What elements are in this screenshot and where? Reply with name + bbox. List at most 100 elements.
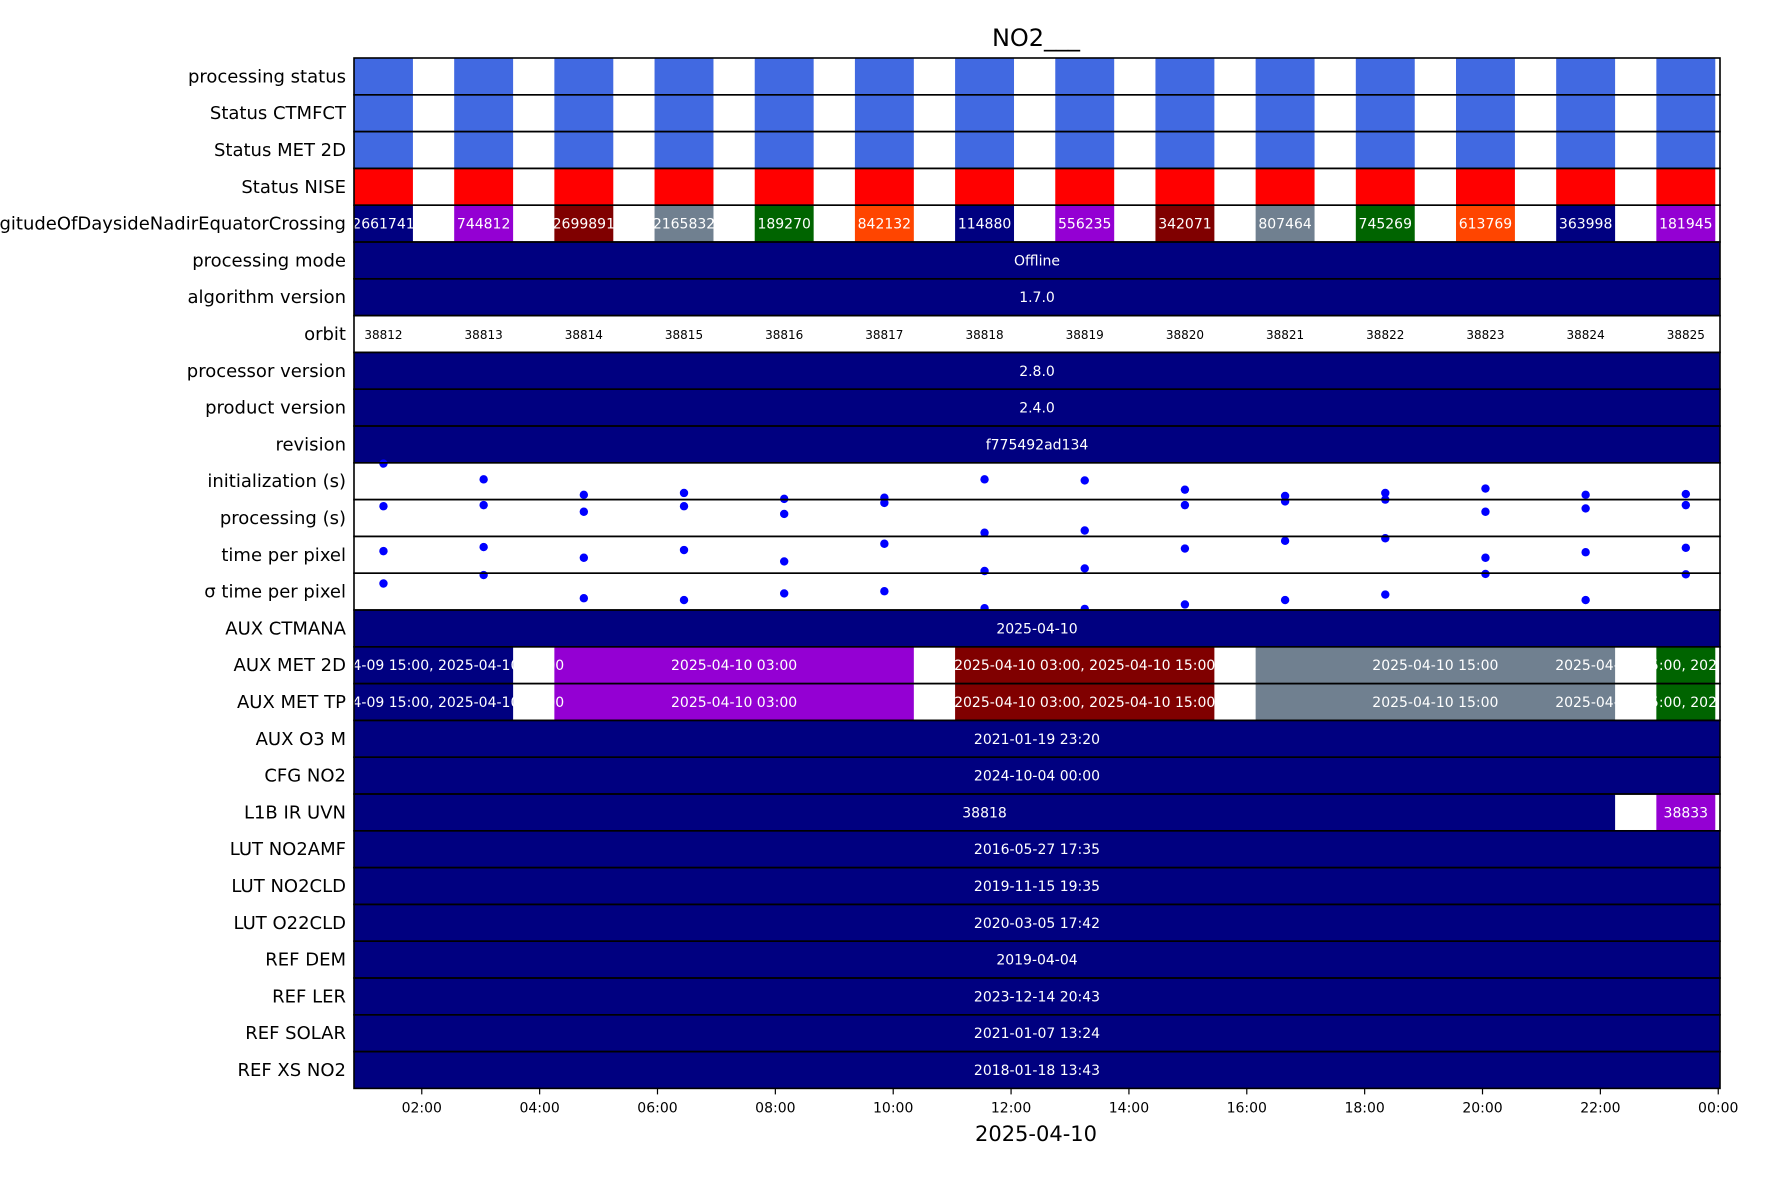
status-cell: [1155, 131, 1215, 169]
status-cell: [1155, 168, 1215, 206]
status-cell: [1656, 94, 1716, 132]
row-label-processing-mode: processing mode: [192, 250, 346, 271]
scatter-point: [379, 546, 388, 556]
value-cell-label: 342071: [1158, 217, 1211, 233]
status-cell: [554, 94, 614, 132]
span-bar: [354, 352, 1720, 390]
span-bar: [354, 278, 1720, 316]
scatter-point: [1681, 570, 1691, 579]
value-cell-label: 2165832: [653, 217, 715, 233]
scatter-point: [1080, 564, 1089, 573]
value-cell: [1155, 205, 1215, 242]
x-tick-label: 16:00: [1227, 1100, 1267, 1116]
scatter-point: [980, 475, 989, 484]
orbit-number: 38822: [1366, 328, 1404, 342]
value-cell-label: 744812: [457, 217, 510, 233]
value-cell-label: 363998: [1559, 217, 1612, 233]
status-cell: [654, 58, 714, 95]
row-label-algorithm-version: algorithm version: [187, 287, 346, 308]
segment-bar: [554, 646, 914, 684]
orbit-number: 38823: [1466, 328, 1504, 342]
status-cell: [1556, 168, 1616, 206]
span-bar: [354, 867, 1720, 905]
scatter-point: [1481, 507, 1490, 516]
segment-bar: [955, 646, 1215, 684]
status-cell: [754, 94, 814, 132]
status-cell: [955, 58, 1015, 95]
scatter-point: [679, 595, 689, 605]
status-cell: [1656, 131, 1716, 169]
status-cell: [454, 168, 514, 206]
span-label: 2021-01-07 13:24: [974, 1026, 1100, 1042]
scatter-point: [1481, 553, 1490, 562]
scatter-point: [579, 553, 589, 562]
scatter-point: [1381, 534, 1390, 543]
status-cell: [654, 94, 714, 132]
row-frame: [353, 314, 1721, 354]
value-cell-label: 114880: [958, 217, 1011, 233]
orbit-number: 38824: [1567, 328, 1605, 342]
row-frame: [353, 461, 1721, 501]
scatter-point: [1180, 500, 1190, 510]
value-cell: [1355, 205, 1415, 242]
value-cell: [1656, 205, 1716, 242]
status-cell: [854, 58, 914, 95]
row-label-longitudeofdaysidenadirequatorcrossing: LongitudeOfDaysideNadirEquatorCrossing: [0, 214, 346, 235]
x-tick-label: 06:00: [637, 1100, 677, 1116]
span-bar: [354, 242, 1720, 279]
row-frame: [353, 535, 1721, 575]
value-cell: [754, 205, 814, 242]
span-label: 2018-01-18 13:43: [974, 1063, 1100, 1079]
orbit-number: 38819: [1066, 328, 1104, 342]
status-cell: [1556, 94, 1616, 132]
value-cell: [454, 205, 514, 242]
value-cell-label: 613769: [1459, 217, 1512, 233]
x-tick-label: 10:00: [873, 1100, 913, 1116]
segment-label: 2025-04-10 03:00, 2025-04-10 15:00: [954, 658, 1215, 674]
segment-bar: [955, 683, 1215, 721]
segment-bar: [354, 794, 1616, 831]
value-cell: [854, 205, 914, 242]
status-cell: [1455, 94, 1515, 132]
status-cell: [554, 168, 614, 206]
orbit-number: 38821: [1266, 328, 1304, 342]
status-cell: [1556, 58, 1616, 95]
scatter-point: [1080, 526, 1089, 535]
span-bar: [354, 610, 1720, 647]
scatter-point: [1581, 504, 1590, 513]
status-cell: [1455, 131, 1515, 169]
value-cell: [654, 205, 714, 242]
segment-label: 2025-04-10 15:00: [1372, 658, 1498, 674]
status-cell: [955, 131, 1015, 169]
row-label-l1b-ir-uvn: L1B IR UVN: [244, 802, 346, 823]
row-label-initialization-s: initialization (s): [207, 471, 346, 492]
row-label-status-ctmfct: Status CTMFCT: [210, 103, 347, 124]
status-cell: [354, 131, 413, 169]
segment-label: 2025-04-10 03:00, 2025-04-10 15:00: [954, 695, 1215, 711]
scatter-point: [479, 500, 488, 510]
scatter-point: [1681, 543, 1691, 553]
status-cell: [1556, 131, 1616, 169]
scatter-point: [880, 539, 889, 548]
status-cell: [1656, 58, 1716, 95]
x-tick-label: 08:00: [755, 1100, 795, 1116]
value-cell-label: 807464: [1258, 217, 1312, 233]
scatter-point: [479, 570, 488, 580]
status-cell: [454, 131, 514, 169]
status-cell: [754, 58, 814, 95]
scatter-point: [1280, 595, 1290, 605]
row-label-lut-no2cld: LUT NO2CLD: [231, 876, 346, 897]
status-cell: [1055, 58, 1115, 95]
row-label-aux-o3-m: AUX O3 M: [256, 729, 346, 750]
row-label-product-version: product version: [205, 398, 346, 419]
status-cell: [1255, 131, 1315, 169]
status-cell: [654, 131, 714, 169]
orbit-number: 38812: [364, 328, 402, 342]
scatter-point: [880, 587, 889, 596]
segment-label: 2025-04-09 15:00, 2025-04-10 03:00: [303, 695, 564, 711]
status-cell: [854, 131, 914, 169]
span-label: f775492ad134: [986, 437, 1089, 453]
row-label-revision: revision: [275, 434, 346, 455]
span-label: 2025-04-10: [996, 621, 1077, 637]
segment-bar: [354, 646, 514, 684]
